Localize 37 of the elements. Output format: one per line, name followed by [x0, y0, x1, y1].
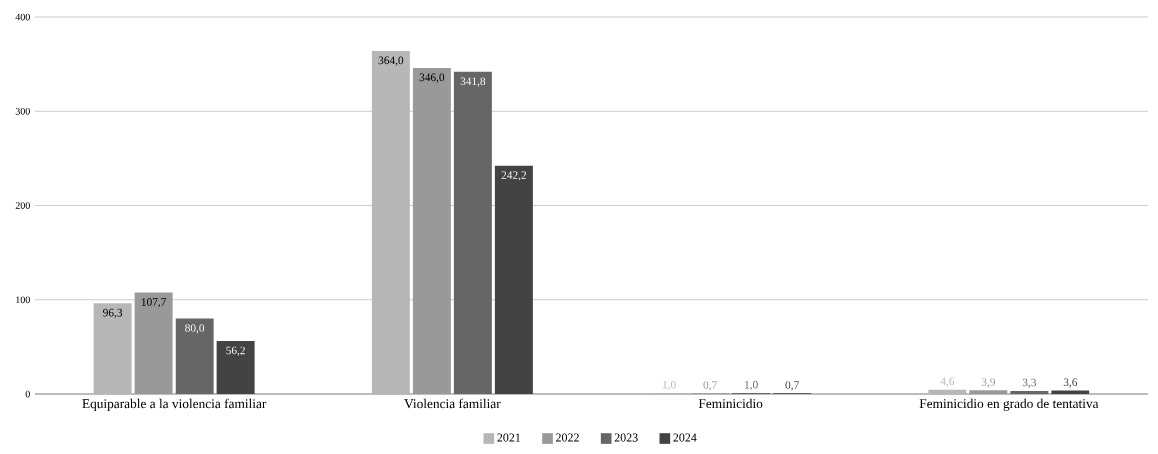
data-label: 107,7 [141, 298, 167, 308]
y-tick-label: 400 [15, 13, 30, 21]
data-label: 96,3 [103, 308, 123, 319]
bar [969, 390, 1008, 394]
bar [1010, 390, 1049, 394]
x-tick-label: Violencia familiar [404, 398, 501, 409]
data-label: 0,7 [703, 381, 717, 391]
data-label: 4,6 [940, 377, 955, 387]
legend-label: 2023 [614, 433, 638, 442]
bar [412, 67, 451, 394]
data-label: 56,2 [226, 346, 245, 356]
y-tick-label: 0 [25, 390, 30, 398]
data-label: 80,0 [185, 324, 205, 334]
bar [93, 303, 132, 394]
legend-label: 2022 [556, 433, 579, 442]
x-tick-label: Equiparable a la violencia familiar [82, 398, 267, 411]
data-label: 1,0 [663, 380, 676, 391]
data-label: 3,9 [981, 378, 995, 388]
data-label: 242,2 [501, 171, 526, 181]
x-tick-label: Feminicidio en grado de tentativa [919, 398, 1099, 411]
y-tick-label: 100 [16, 296, 30, 304]
bar [453, 71, 492, 394]
bar [928, 389, 967, 394]
data-label: 3,6 [1063, 378, 1078, 388]
y-tick-label: 200 [15, 202, 30, 209]
data-label: 3,3 [1022, 378, 1037, 388]
y-tick-label: 300 [15, 107, 30, 115]
data-label: 1,0 [745, 380, 758, 391]
bar [175, 318, 214, 394]
bar [134, 292, 173, 394]
x-tick-label: Feminicidio [698, 398, 763, 409]
data-label: 364,0 [378, 56, 404, 66]
legend-label: 2024 [673, 433, 697, 442]
data-label: 0,7 [785, 381, 799, 391]
data-label: 346,0 [419, 73, 445, 83]
legend-label: 2021 [497, 433, 521, 442]
data-label: 341,8 [460, 77, 486, 87]
